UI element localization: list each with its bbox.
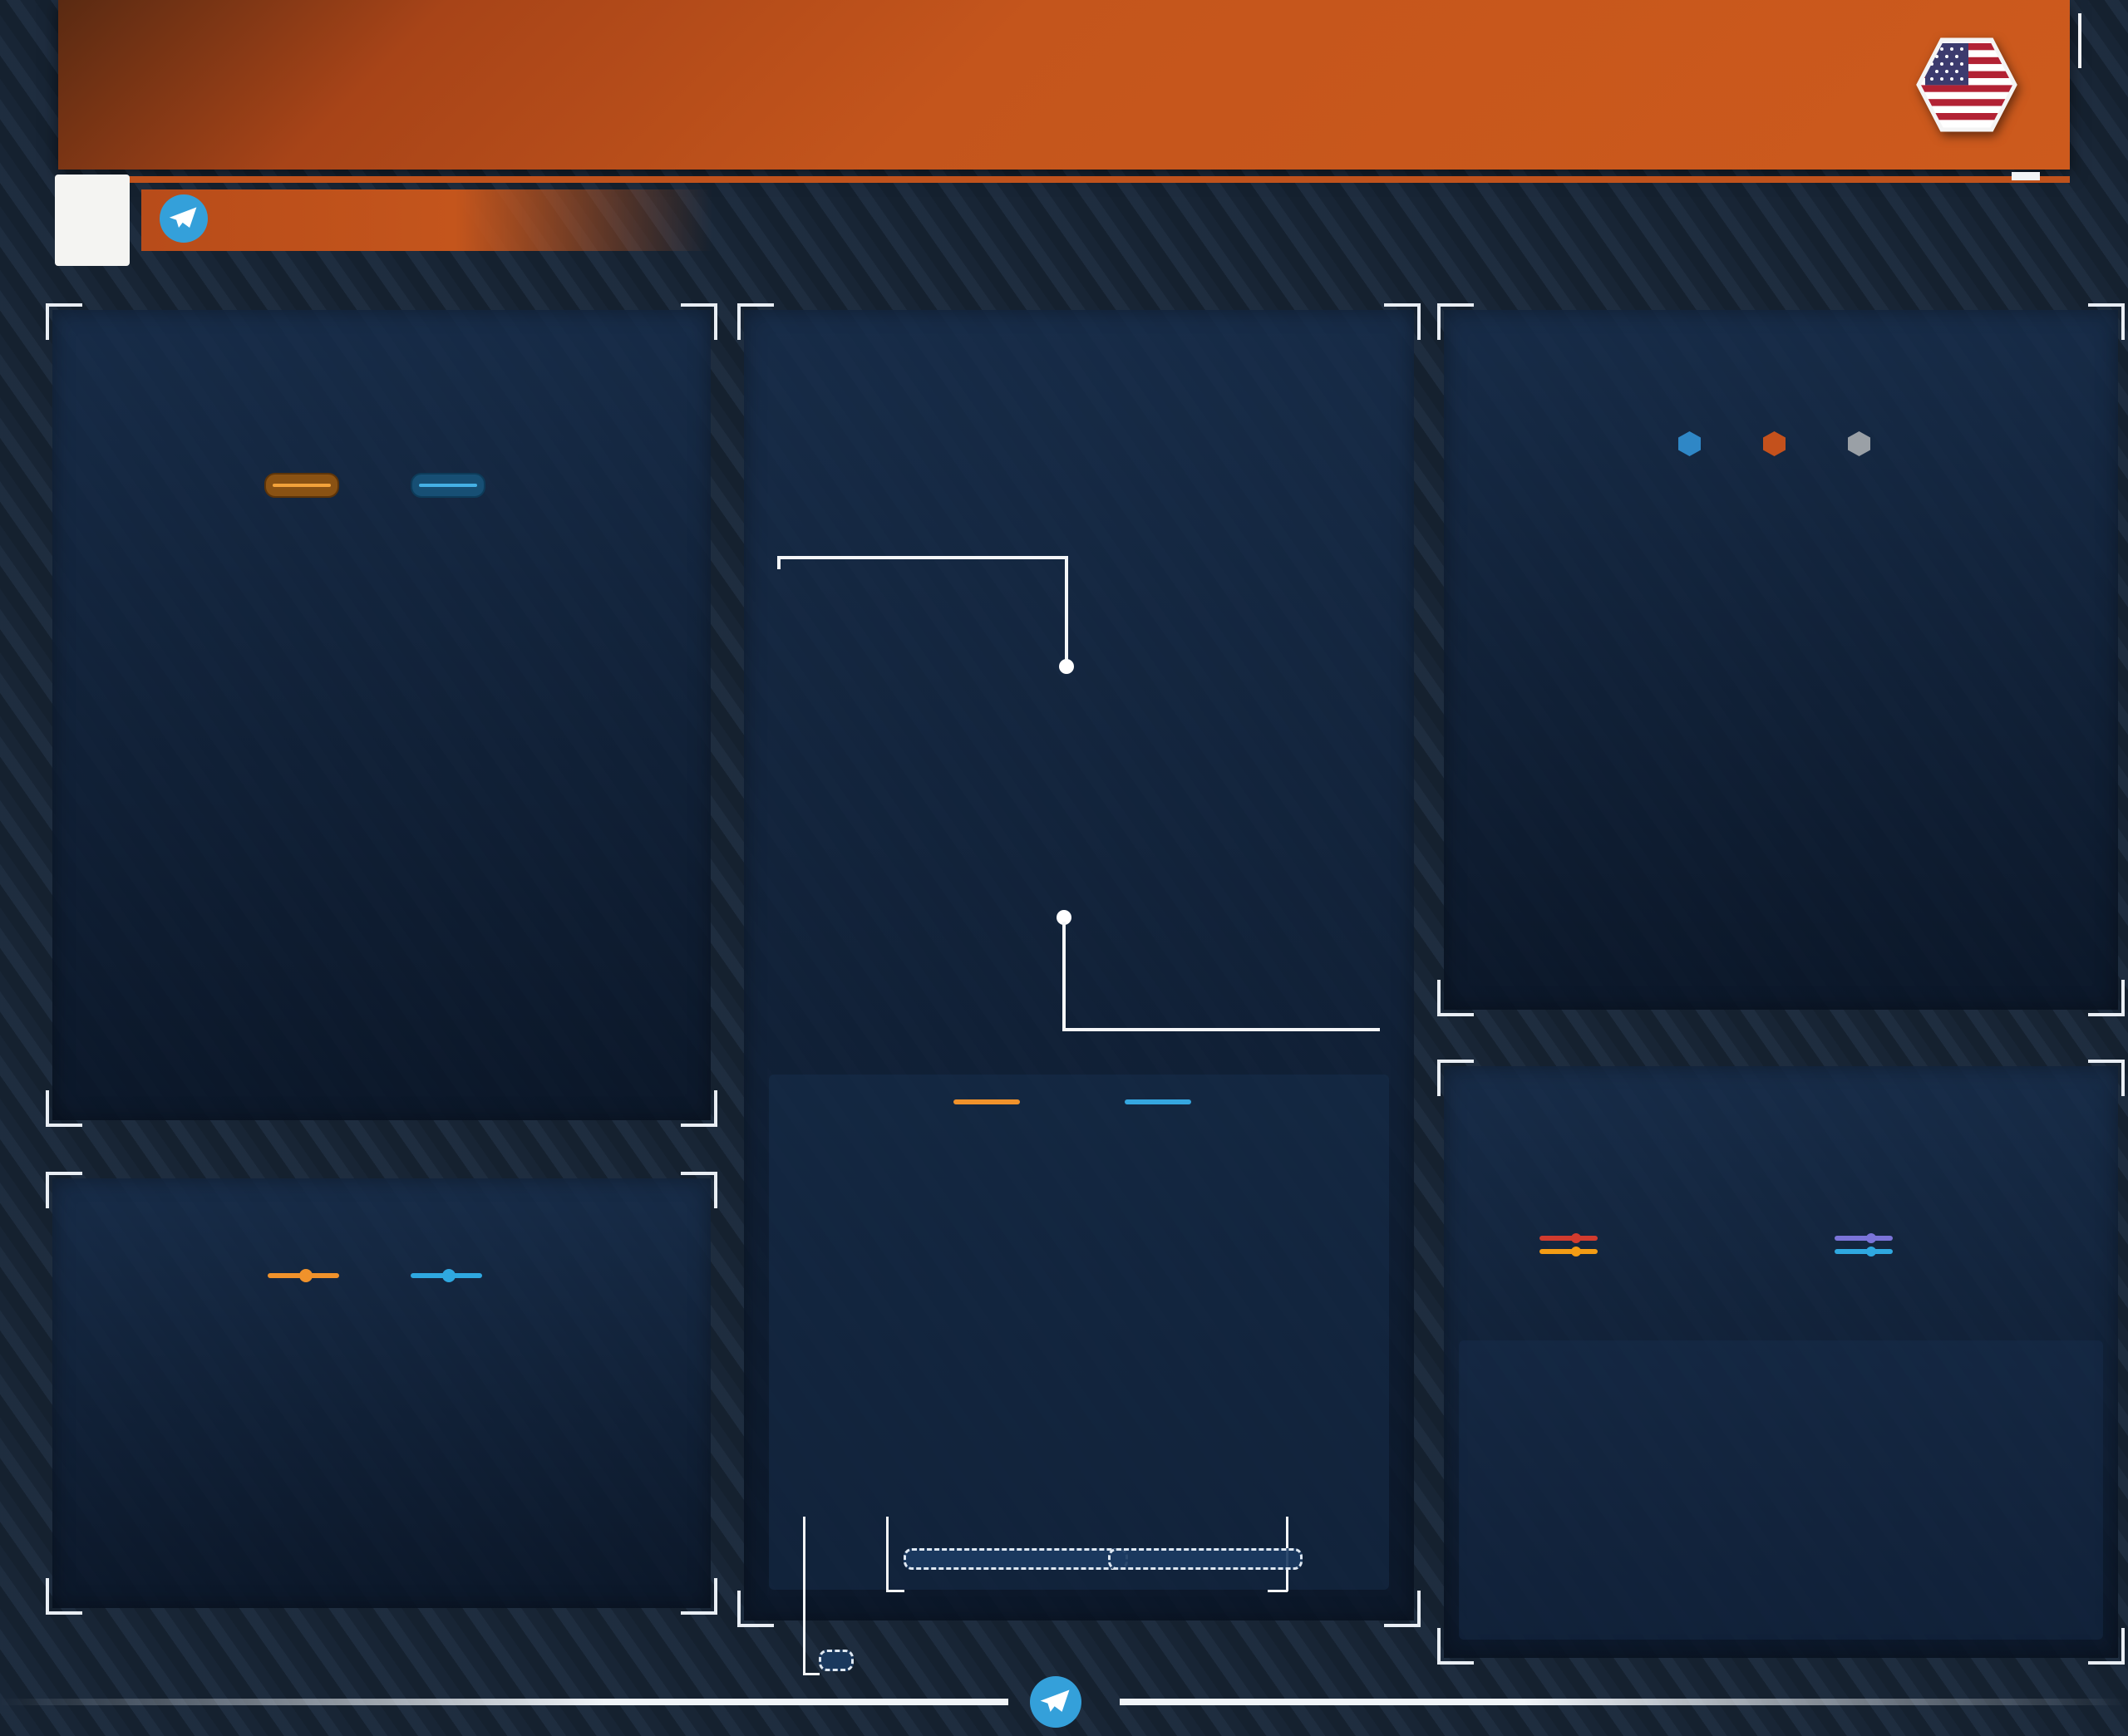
- arg-legend-red: [1539, 1233, 1611, 1243]
- footer-brand[interactable]: [1008, 1676, 1120, 1728]
- panel-average-polls: [737, 303, 1421, 1675]
- arg-comparison-chart: [1452, 1330, 2113, 1650]
- disapprove-callout-line-h: [1062, 1028, 1380, 1031]
- legend-item-approval: [1125, 1099, 1204, 1104]
- disapprove-line-swatch: [268, 1269, 339, 1282]
- legend-item-disapprove: [1762, 431, 1800, 456]
- average-trend-legend: [744, 1099, 1414, 1104]
- arg-legend-orange: [1539, 1247, 1611, 1257]
- reuters-approval-chart: [59, 519, 706, 1109]
- footer-line-right: [1120, 1699, 2128, 1705]
- inauguration-connector-h: [803, 1673, 820, 1675]
- emerson-legend: [52, 1269, 711, 1282]
- orange-swatch: [1539, 1247, 1598, 1257]
- header-dash-decoration: [2012, 172, 2040, 180]
- approve-callout-tick: [777, 556, 781, 569]
- approve-hex-swatch: [1678, 431, 1701, 456]
- disapprove-label: [1110, 977, 1120, 1014]
- footer: [0, 1669, 2128, 1735]
- header-corner-line: [2078, 13, 2081, 68]
- average-donut-chart: [869, 594, 1268, 993]
- approval-swatch: [1125, 1099, 1191, 1104]
- blue-swatch: [1835, 1247, 1893, 1257]
- legend-item-disapprove: [268, 1269, 352, 1282]
- telegram-banner[interactable]: [141, 189, 712, 251]
- purple-swatch: [1835, 1233, 1893, 1243]
- disapprove-callout-line-v: [1062, 922, 1066, 1031]
- telegram-icon: [1030, 1676, 1081, 1728]
- disapprove-hex-swatch: [1763, 431, 1786, 456]
- reuters-legend: [52, 473, 711, 498]
- approve-label: [776, 475, 787, 510]
- disapprove-stat: [1110, 950, 1120, 1020]
- approve-callout-line-h: [777, 556, 1068, 559]
- approve-callout-dot: [1059, 659, 1074, 674]
- tariffs-connector-h: [886, 1590, 904, 1592]
- average-trend-box: [769, 1075, 1389, 1590]
- average-trend-chart: [748, 1158, 1388, 1573]
- qr-code: [55, 175, 130, 266]
- annotation-tariffs: [904, 1548, 1128, 1570]
- arg-legend-purple: [1835, 1233, 1906, 1243]
- panel-american-research-group: [1437, 1060, 2125, 1665]
- inauguration-connector: [803, 1517, 805, 1675]
- fox-legend: [1444, 431, 2118, 456]
- arg-legend-disapprove: [1539, 1226, 1611, 1257]
- arg-legend-blue: [1835, 1247, 1906, 1257]
- telegram-icon: [160, 194, 208, 247]
- legend-item-approve: [1677, 431, 1716, 456]
- unknown-hex-swatch: [1848, 431, 1870, 456]
- panel-emerson-college: [46, 1172, 717, 1615]
- red-swatch: [1539, 1233, 1598, 1243]
- legend-item-approve: [411, 1269, 495, 1282]
- iran-connector-h: [1268, 1590, 1288, 1592]
- usa-flag-icon: [1914, 32, 2020, 138]
- disapproval-swatch: [953, 1099, 1020, 1104]
- approve-stat: [776, 443, 787, 519]
- legend-item-disapproval: [953, 1099, 1033, 1104]
- annotation-inauguration: [819, 1650, 854, 1671]
- panel-reuters-ipsos: [46, 303, 717, 1127]
- arg-legend-approve: [1835, 1226, 1906, 1257]
- tariffs-connector: [886, 1517, 889, 1591]
- disapprove-callout-dot: [1057, 910, 1071, 925]
- legend-item-unknown: [1847, 431, 1885, 456]
- header-divider: [58, 176, 2070, 183]
- header-banner: [58, 0, 2070, 170]
- annotation-iran: [1108, 1548, 1303, 1570]
- emerson-approval-chart: [59, 1345, 706, 1602]
- footer-line-left: [0, 1699, 1008, 1705]
- biden-line-swatch: [411, 473, 485, 498]
- approve-line-swatch: [411, 1269, 482, 1282]
- panel-fox-news: [1437, 303, 2125, 1016]
- trump-line-swatch: [264, 473, 339, 498]
- arg-chart-box: [1459, 1340, 2103, 1640]
- legend-item-biden: [411, 473, 499, 498]
- legend-item-trump: [264, 473, 352, 498]
- approve-callout-line-v: [1065, 556, 1068, 666]
